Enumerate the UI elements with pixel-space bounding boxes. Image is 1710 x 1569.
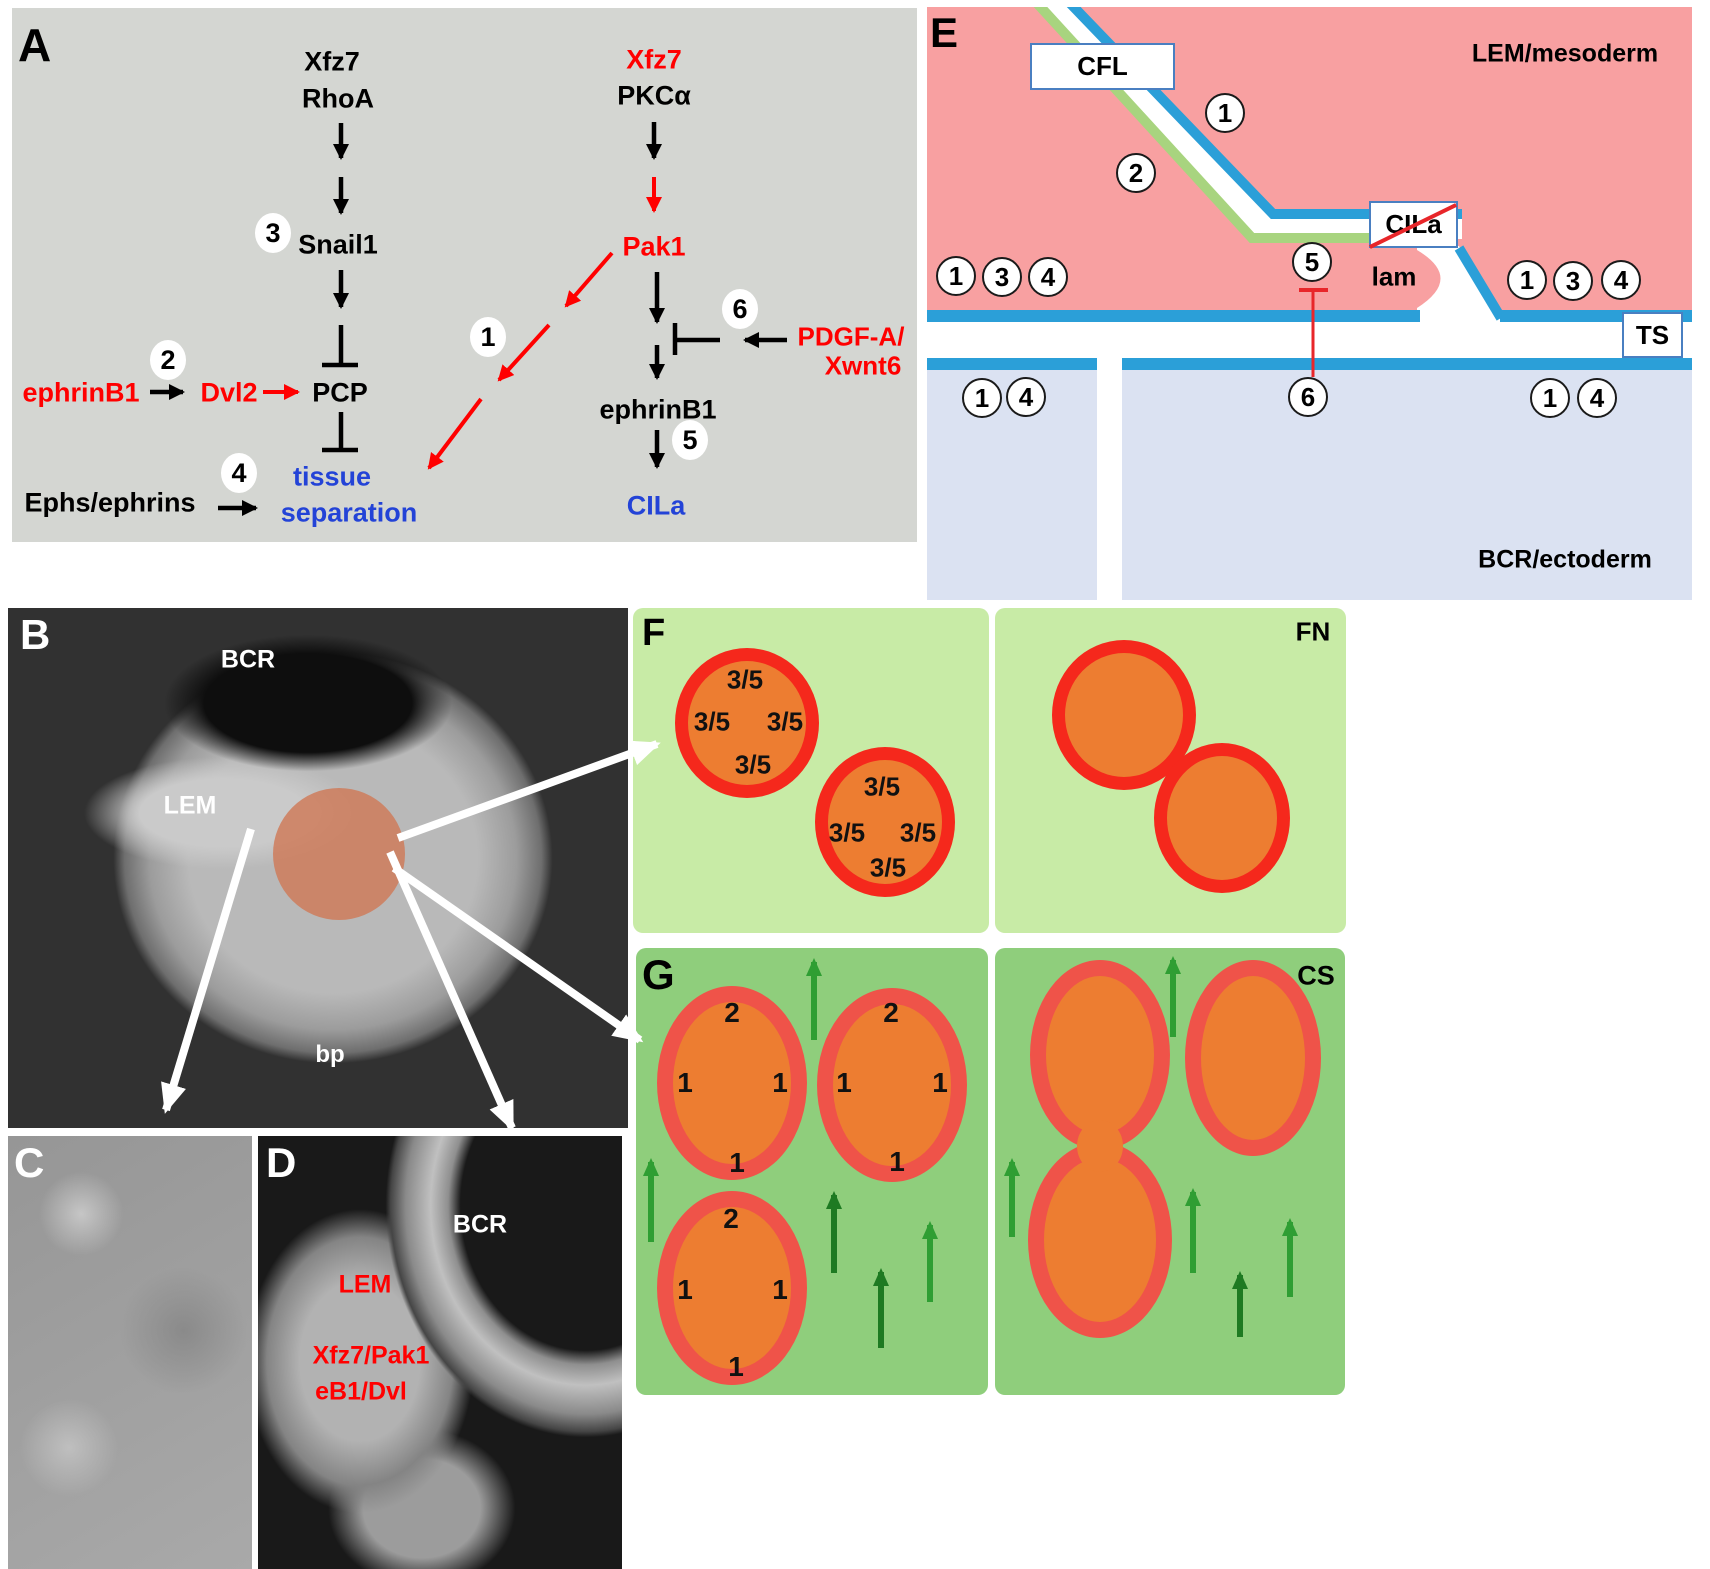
e-circle: 1 <box>1507 260 1547 300</box>
e-circle: 5 <box>1292 242 1332 282</box>
panel-a-letter: A <box>18 19 52 71</box>
step-circle-3: 3 <box>255 213 291 253</box>
e-circle: 2 <box>1116 153 1156 193</box>
panel-c-sem-closeup <box>8 1136 252 1569</box>
label-cs: CS <box>1297 960 1335 991</box>
membrane-line <box>927 310 1420 322</box>
e-circle: 4 <box>1006 377 1046 417</box>
adhesion-label: 3/5 <box>869 852 907 883</box>
g-label: 2 <box>723 1203 739 1234</box>
panel-e-letter: E <box>930 9 959 56</box>
g-label: 1 <box>677 1274 693 1305</box>
adhesion-label: 3/5 <box>899 817 937 848</box>
panel-d-letter: D <box>266 1139 297 1186</box>
node-pkca: PKCα <box>617 80 691 111</box>
membrane-line <box>927 358 1097 370</box>
panel-a-pathway-diagram <box>12 8 917 542</box>
adhesion-label: 3/5 <box>863 771 901 802</box>
tissue-separation-wedge <box>1417 246 1502 322</box>
protrusion-arrows <box>643 956 1298 1348</box>
cila-box: CILa <box>1368 201 1458 249</box>
step-circle-5: 5 <box>672 420 708 460</box>
g-label: 2 <box>883 997 899 1028</box>
g-label: 2 <box>724 997 740 1028</box>
panel-g-letter: G <box>642 951 675 998</box>
node-pdgfa: PDGF-A/ <box>797 321 905 352</box>
adhesion-label: 3/5 <box>828 817 866 848</box>
e-circle: 6 <box>1288 377 1328 417</box>
step-circle-4: 4 <box>221 453 257 493</box>
label-eb1-dvl: eB1/Dvl <box>315 1377 407 1406</box>
e-circle: 1 <box>962 378 1002 418</box>
e-circle: 4 <box>1028 257 1068 297</box>
adhesion-label: 3/5 <box>734 749 772 780</box>
node-ephrinb1-right: ephrinB1 <box>599 394 717 425</box>
highlighted-region-circle <box>273 788 405 920</box>
adhesion-label: 3/5 <box>693 706 731 737</box>
e-circle: 4 <box>1577 378 1617 418</box>
node-ephs-ephrins: Ephs/ephrins <box>24 487 196 518</box>
node-cila: CILa <box>626 490 686 521</box>
label-fn: FN <box>1295 616 1331 647</box>
step-circle-1: 1 <box>470 317 506 357</box>
membrane-diagonal <box>1454 245 1506 321</box>
step-circle-6: 6 <box>722 289 758 329</box>
cfl-box: CFL <box>1030 43 1175 90</box>
step-circle-2: 2 <box>150 340 186 380</box>
e-circle: 3 <box>982 257 1022 297</box>
callout-arrows <box>161 740 661 1132</box>
ts-box: TS <box>1622 312 1683 358</box>
panel-b-letter: B <box>20 611 51 658</box>
node-xfz7-left: Xfz7 <box>304 46 360 77</box>
node-ephrinb1-left: ephrinB1 <box>22 377 140 408</box>
g-label: 1 <box>772 1067 788 1098</box>
node-pak1: Pak1 <box>622 231 686 262</box>
node-pcp: PCP <box>312 377 368 408</box>
node-dvl2: Dvl2 <box>200 377 258 408</box>
label-lem: LEM <box>163 791 217 820</box>
node-xfz7-right: Xfz7 <box>626 44 682 75</box>
label-bcr-ectoderm: BCR/ectoderm <box>1478 545 1652 574</box>
panel-f-letter: F <box>642 612 666 654</box>
e-circle: 1 <box>936 256 976 296</box>
e-circle: 1 <box>1205 93 1245 133</box>
g-label: 1 <box>889 1146 905 1177</box>
e-circle: 1 <box>1530 378 1570 418</box>
label-bp: bp <box>315 1041 345 1068</box>
membrane-line <box>1122 358 1692 370</box>
node-rhoa: RhoA <box>302 83 374 114</box>
e-circle: 3 <box>1553 261 1593 301</box>
label-bcr: BCR <box>220 645 276 674</box>
label-lem-mesoderm: LEM/mesoderm <box>1471 39 1659 68</box>
g-label: 1 <box>932 1067 948 1098</box>
dividing-cell-neck <box>1077 1120 1123 1172</box>
g-label: 1 <box>772 1274 788 1305</box>
g-label: 1 <box>677 1067 693 1098</box>
label-bcr-d: BCR <box>452 1210 508 1239</box>
g-label: 1 <box>836 1067 852 1098</box>
panel-a-black-arrows <box>150 122 787 516</box>
g-label: 1 <box>728 1351 744 1382</box>
panel-d-sem-closeup <box>258 1136 622 1569</box>
e-circle: 4 <box>1601 260 1641 300</box>
node-xwnt6: Xwnt6 <box>824 350 902 381</box>
g-label: 1 <box>729 1147 745 1178</box>
label-xfz7-pak1: Xfz7/Pak1 <box>312 1341 430 1370</box>
node-snail1: Snail1 <box>298 229 378 260</box>
label-lem-d: LEM <box>338 1270 392 1299</box>
label-lam: lam <box>1371 261 1417 292</box>
adhesion-label: 3/5 <box>726 664 764 695</box>
panel-c-letter: C <box>14 1139 45 1186</box>
node-tissue: tissue <box>292 461 372 492</box>
node-separation: separation <box>280 497 418 528</box>
panel-a-red-arrows <box>263 177 662 470</box>
adhesion-label: 3/5 <box>766 706 804 737</box>
